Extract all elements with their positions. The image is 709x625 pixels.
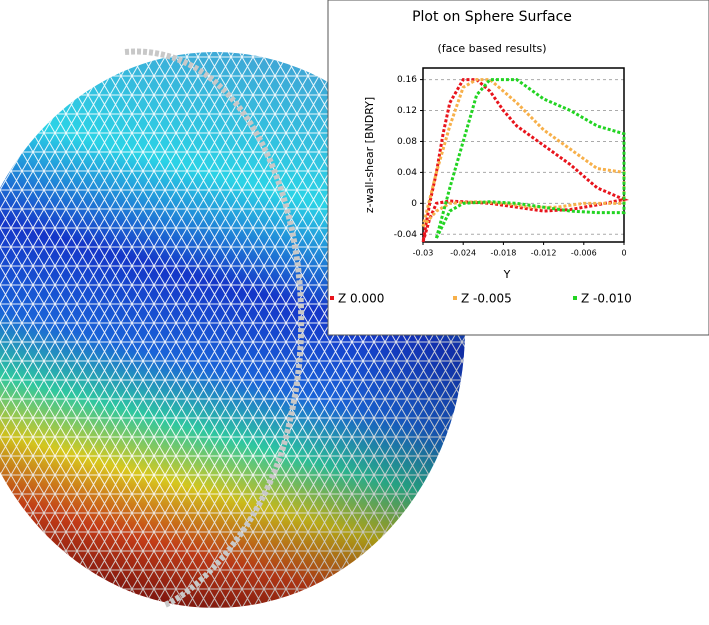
x-tick-label: 0 — [621, 249, 626, 258]
legend-swatch — [453, 296, 457, 300]
y-axis-label: z-wall-shear [BNDRY] — [363, 97, 376, 213]
y-tick-label: 0.16 — [397, 75, 417, 85]
y-tick-label: 0 — [411, 199, 417, 209]
y-tick-label: 0.12 — [397, 106, 417, 116]
plot-panel: Plot on Sphere Surface (face based resul… — [327, 0, 709, 336]
legend-label: Z -0.010 — [581, 292, 632, 306]
plot-area: 0.16 0.12 0.08 0.04 0 -0.04 -0.03 -0.024 -0.018 -… — [330, 67, 632, 306]
legend-label: Z 0.000 — [338, 292, 384, 306]
chart-subtitle: (face based results) — [437, 42, 546, 55]
legend-swatch — [573, 296, 577, 300]
y-tick-label: 0.04 — [397, 168, 417, 178]
legend-label: Z -0.005 — [461, 292, 512, 306]
y-tick-label: 0.08 — [397, 137, 417, 147]
chart-title: Plot on Sphere Surface — [412, 9, 572, 25]
x-axis-label: Y — [503, 268, 511, 281]
x-tick-label: -0.006 — [571, 249, 597, 258]
series-line — [421, 78, 626, 228]
series-line — [434, 78, 626, 239]
x-tick-label: -0.024 — [450, 249, 476, 258]
y-tick-label: -0.04 — [394, 230, 418, 240]
x-tick-label: -0.03 — [413, 249, 434, 258]
legend-swatch — [330, 296, 334, 300]
x-tick-label: -0.012 — [531, 249, 557, 258]
axes-frame — [422, 67, 625, 243]
x-tick-label: -0.018 — [491, 249, 517, 258]
